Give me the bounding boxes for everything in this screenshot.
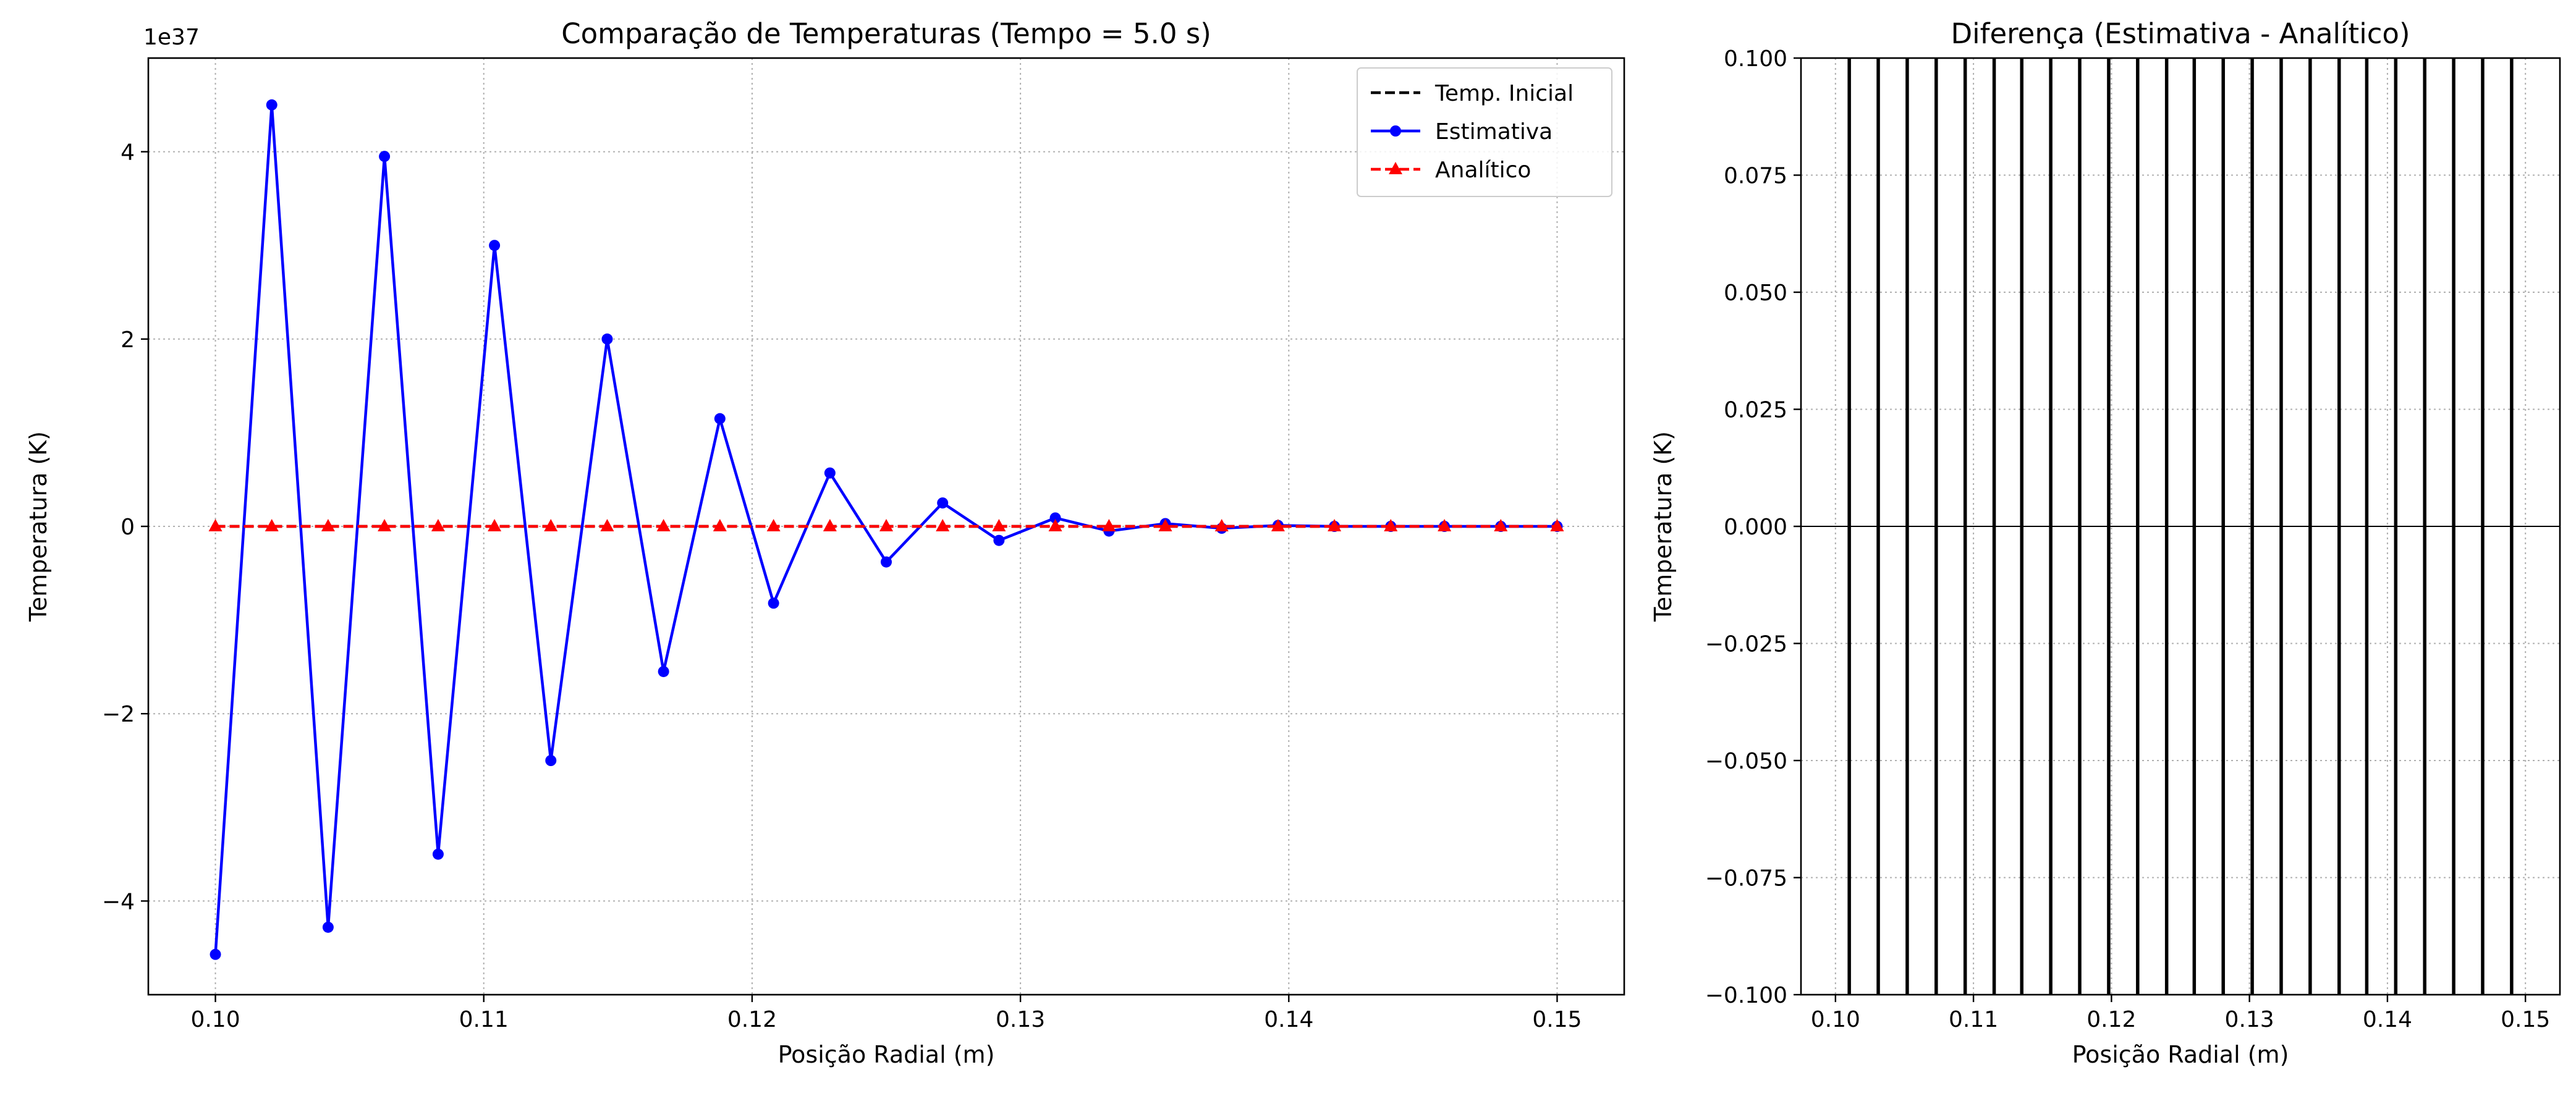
y-tick-label: −0.050: [1705, 749, 1787, 774]
left-chart: 0.10 0.11 0.12 0.13 0.14 0.15 −4 −2 0 2 4 Comparaçã…: [25, 17, 1625, 1068]
y-tick-label: 4: [121, 140, 135, 166]
data-point: [993, 534, 1005, 546]
y-tick-label: −0.100: [1705, 983, 1787, 1008]
data-point: [210, 948, 221, 960]
axes-frame: [1800, 57, 2561, 996]
legend-marker: [1389, 162, 1402, 174]
y-tick-label: 0.025: [1724, 398, 1787, 423]
data-point: [768, 597, 779, 609]
legend: Temp. Inicial Estimativa Analítico: [1357, 67, 1612, 197]
y-tick-label: 0.000: [1724, 515, 1787, 540]
data-point: [489, 240, 501, 251]
x-tick-label: 0.10: [1811, 1007, 1860, 1032]
data-point: [266, 99, 278, 111]
data-point: [379, 151, 391, 162]
legend-label: Analítico: [1435, 158, 1531, 183]
y-axis-label: Temperatura (K): [25, 431, 52, 622]
data-point: [1550, 519, 1564, 531]
data-point: [322, 921, 334, 933]
data-point: [656, 519, 671, 531]
y-tick-label: 0.075: [1724, 164, 1787, 189]
chart-title: Comparação de Temperaturas (Tempo = 5.0 …: [561, 17, 1211, 50]
y-tick-label: 2: [121, 327, 135, 353]
y-tick-label: −2: [102, 702, 135, 727]
data-point: [265, 519, 279, 531]
data-point: [881, 556, 892, 568]
x-tick-label: 0.14: [1264, 1007, 1313, 1032]
y-axis-label: Temperatura (K): [1650, 431, 1677, 622]
y-tick-label: −0.025: [1705, 632, 1787, 657]
legend-label: Estimativa: [1435, 119, 1553, 145]
y-tick-label: −0.075: [1705, 866, 1787, 892]
data-point: [545, 755, 557, 766]
x-tick-label: 0.10: [190, 1007, 240, 1032]
data-point: [658, 665, 669, 677]
data-point: [1494, 519, 1508, 531]
y-tick-label: 0: [121, 515, 135, 540]
x-tick-label: 0.12: [2087, 1007, 2136, 1032]
legend-marker: [1390, 125, 1401, 137]
data-point: [1049, 512, 1061, 524]
data-point: [823, 519, 837, 531]
data-point: [544, 519, 558, 531]
data-point: [992, 519, 1006, 531]
data-point: [431, 519, 445, 531]
right-chart: 0.10 0.11 0.12 0.13 0.14 0.15 −0.100 −0.075 −0.0…: [1650, 17, 2561, 1068]
data-point: [1102, 519, 1116, 531]
legend-box: [1357, 67, 1612, 197]
data-point: [937, 497, 949, 509]
x-tick-label: 0.15: [1532, 1007, 1582, 1032]
x-tick-label: 0.15: [2501, 1007, 2550, 1032]
data-point: [1158, 519, 1172, 531]
y-tick-label: 0.050: [1724, 280, 1787, 306]
x-tick-label: 0.11: [1949, 1007, 1998, 1032]
data-point: [1438, 519, 1452, 531]
data-point: [1048, 519, 1062, 531]
y-offset-label: 1e37: [143, 25, 200, 50]
data-point: [1384, 519, 1398, 531]
data-point: [378, 519, 392, 531]
data-point: [824, 467, 836, 479]
data-point: [766, 519, 781, 531]
data-point: [321, 519, 335, 531]
y-tick-label: −4: [102, 889, 135, 914]
x-axis-label: Posição Radial (m): [778, 1041, 995, 1068]
data-point: [936, 519, 950, 531]
data-point: [432, 848, 444, 860]
data-point: [601, 333, 613, 345]
data-point: [1271, 519, 1285, 531]
legend-label: Temp. Inicial: [1434, 81, 1574, 106]
x-axis-label: Posição Radial (m): [2072, 1041, 2289, 1068]
x-tick-label: 0.12: [727, 1007, 777, 1032]
plot-area: [208, 99, 1564, 960]
x-tick-label: 0.14: [2363, 1007, 2412, 1032]
data-point: [1328, 519, 1342, 531]
x-tick-label: 0.13: [2225, 1007, 2274, 1032]
data-point: [879, 519, 893, 531]
plot-area: [1801, 58, 2560, 995]
data-point: [488, 519, 502, 531]
x-tick-label: 0.13: [996, 1007, 1045, 1032]
data-point: [1214, 519, 1229, 531]
y-tick-label: 0.100: [1724, 46, 1787, 72]
data-point: [714, 413, 726, 424]
axes-frame: [147, 57, 1625, 996]
data-point: [600, 519, 614, 531]
chart-title: Diferença (Estimativa - Analítico): [1951, 17, 2410, 50]
data-point: [713, 519, 727, 531]
data-point: [208, 519, 222, 531]
x-tick-label: 0.11: [459, 1007, 509, 1032]
